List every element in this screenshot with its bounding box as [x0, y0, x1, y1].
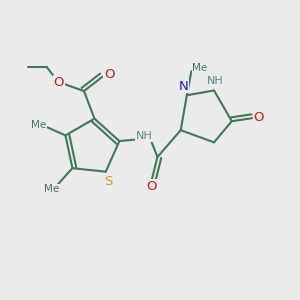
Text: O: O: [146, 180, 157, 193]
Text: O: O: [104, 68, 114, 81]
Text: O: O: [53, 76, 64, 89]
Text: Me: Me: [44, 184, 59, 194]
Text: N: N: [179, 80, 189, 93]
Text: NH: NH: [207, 76, 224, 86]
Text: S: S: [104, 175, 112, 188]
Text: Me: Me: [31, 120, 46, 130]
Text: Me: Me: [192, 63, 207, 73]
Text: O: O: [254, 111, 264, 124]
Text: NH: NH: [136, 131, 152, 141]
